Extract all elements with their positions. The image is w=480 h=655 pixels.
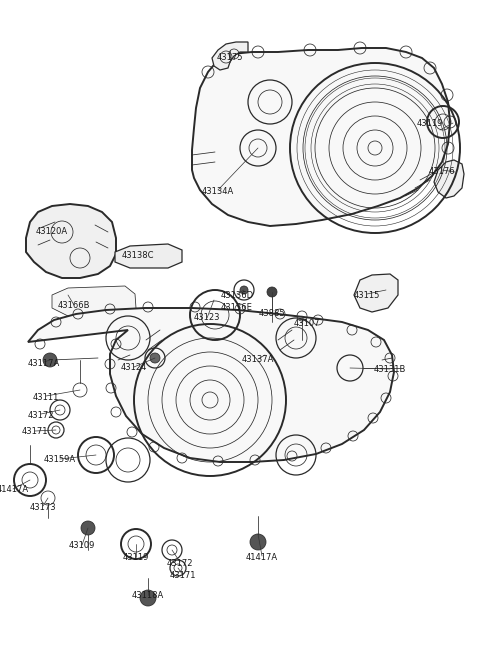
Text: 43111: 43111 bbox=[33, 392, 59, 402]
Text: 43173: 43173 bbox=[30, 502, 56, 512]
Text: 43109: 43109 bbox=[69, 542, 95, 550]
Circle shape bbox=[150, 353, 160, 363]
Polygon shape bbox=[354, 274, 398, 312]
Text: 43117A: 43117A bbox=[28, 358, 60, 367]
Circle shape bbox=[140, 590, 156, 606]
Circle shape bbox=[250, 534, 266, 550]
Text: 43885: 43885 bbox=[259, 309, 285, 318]
Text: 43171: 43171 bbox=[170, 572, 196, 580]
Polygon shape bbox=[115, 244, 182, 268]
Text: 41417A: 41417A bbox=[0, 485, 29, 495]
Text: 43134A: 43134A bbox=[202, 187, 234, 196]
Text: 43107: 43107 bbox=[294, 320, 320, 329]
Text: 43166B: 43166B bbox=[58, 301, 90, 310]
Text: 43118A: 43118A bbox=[132, 591, 164, 601]
Polygon shape bbox=[192, 48, 450, 226]
Text: 43119: 43119 bbox=[417, 119, 443, 128]
Polygon shape bbox=[26, 204, 116, 278]
Text: 43136E: 43136E bbox=[221, 303, 253, 312]
Text: 43131B: 43131B bbox=[374, 365, 406, 375]
Text: 43172: 43172 bbox=[28, 411, 54, 419]
Text: 43175: 43175 bbox=[217, 54, 243, 62]
Text: 43115: 43115 bbox=[354, 291, 380, 299]
Text: 41417A: 41417A bbox=[246, 553, 278, 561]
Polygon shape bbox=[28, 308, 394, 462]
Polygon shape bbox=[212, 42, 248, 70]
Text: 43159A: 43159A bbox=[44, 455, 76, 464]
Circle shape bbox=[240, 286, 248, 294]
Text: 43123: 43123 bbox=[194, 314, 220, 322]
Text: 43119: 43119 bbox=[123, 553, 149, 563]
Polygon shape bbox=[52, 286, 136, 316]
Text: 43172: 43172 bbox=[167, 559, 193, 567]
Text: 43124: 43124 bbox=[121, 364, 147, 373]
Polygon shape bbox=[434, 160, 464, 198]
Text: 43137A: 43137A bbox=[242, 356, 274, 364]
Text: 43171: 43171 bbox=[22, 428, 48, 436]
Text: 43120A: 43120A bbox=[36, 227, 68, 236]
Text: 43136D: 43136D bbox=[220, 291, 253, 299]
Text: 43138C: 43138C bbox=[122, 250, 154, 259]
Polygon shape bbox=[205, 342, 328, 370]
Circle shape bbox=[267, 287, 277, 297]
Circle shape bbox=[81, 521, 95, 535]
Text: 43176: 43176 bbox=[429, 168, 456, 176]
Circle shape bbox=[43, 353, 57, 367]
